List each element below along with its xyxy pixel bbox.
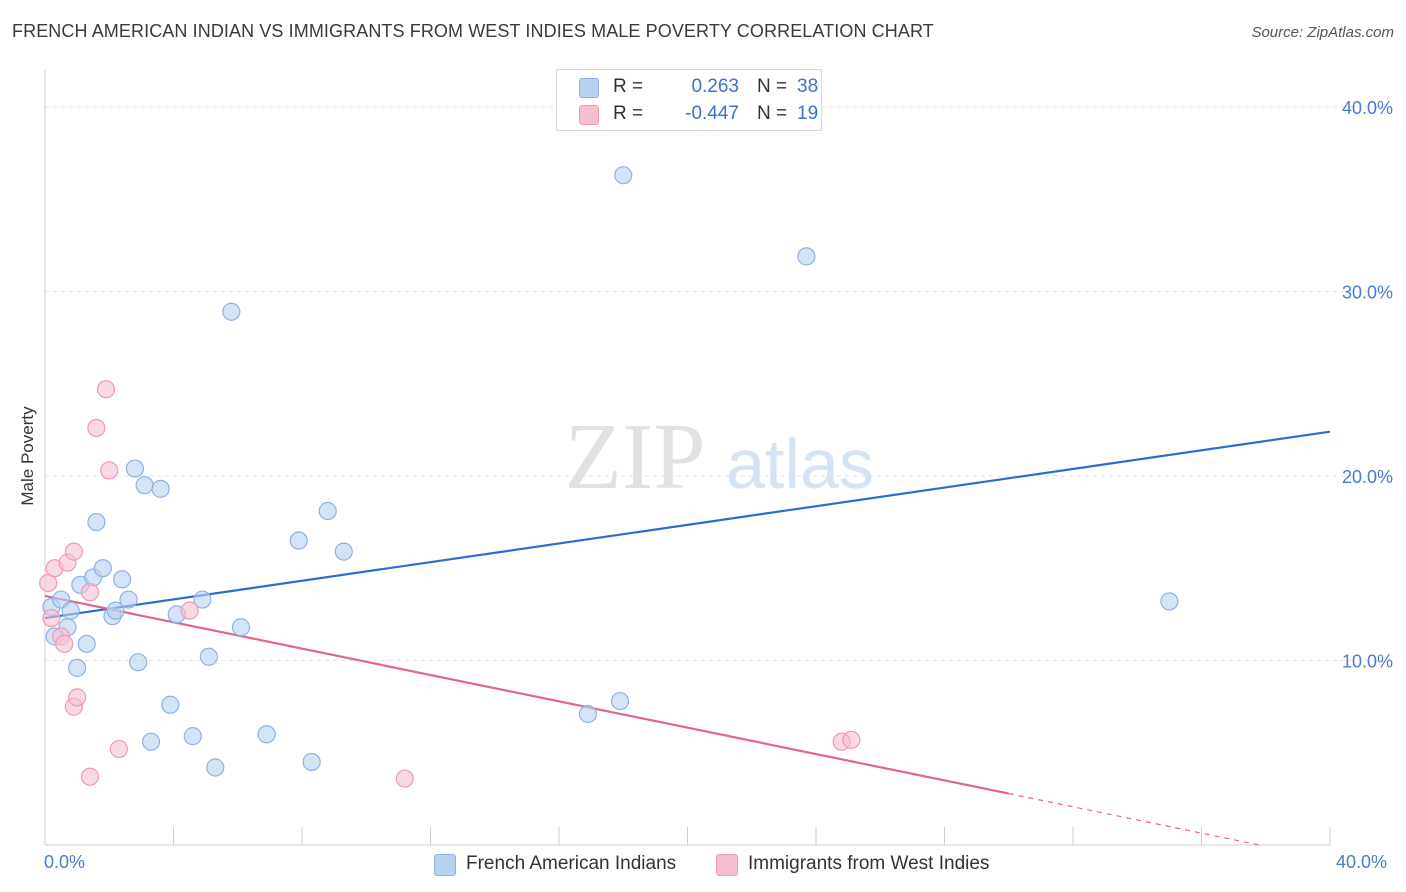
- point-french-american-indian: [93, 559, 112, 578]
- point-french-american-indian: [334, 542, 353, 561]
- point-immigrants-west-indies: [64, 542, 84, 561]
- y-tick-label: 40.0%: [1342, 98, 1393, 118]
- point-immigrants-west-indies: [96, 380, 116, 399]
- source-label: Source: ZipAtlas.com: [1251, 24, 1394, 41]
- point-immigrants-west-indies: [180, 601, 199, 620]
- point-french-american-indian: [61, 601, 80, 620]
- point-french-american-indian: [797, 247, 816, 266]
- trend-lines: [44, 430, 1331, 846]
- stats-legend: R = 0.263 N = 38 R = -0.447 N = 19: [556, 69, 822, 131]
- point-french-american-indian: [206, 758, 225, 777]
- point-french-american-indian: [193, 590, 212, 609]
- y-tick-label: 30.0%: [1342, 282, 1393, 302]
- point-french-american-indian: [289, 531, 308, 550]
- bottom-legend-label: Immigrants from West Indies: [748, 853, 990, 874]
- legend-swatch-pink: [579, 105, 599, 125]
- watermark-zip: ZIP: [565, 405, 706, 509]
- legend-n-label: N =: [757, 103, 788, 124]
- point-french-american-indian: [231, 618, 251, 637]
- data-points: [39, 166, 1179, 788]
- bottom-legend-swatch-blue: [434, 854, 456, 876]
- point-french-american-indian: [610, 691, 630, 711]
- watermark-atlas: atlas: [726, 425, 874, 503]
- point-french-american-indian: [125, 459, 145, 478]
- legend-n-value: 38: [797, 76, 819, 97]
- trend-line-immigrants-west-indies: [44, 594, 1009, 795]
- point-french-american-indian: [135, 476, 154, 495]
- axes: [44, 70, 1331, 846]
- point-french-american-indian: [614, 166, 633, 185]
- x-axis-max-label: 40.0%: [1336, 852, 1388, 872]
- point-immigrants-west-indies: [42, 608, 61, 628]
- point-immigrants-west-indies: [100, 461, 119, 480]
- point-french-american-indian: [141, 732, 161, 751]
- point-french-american-indian: [183, 727, 202, 746]
- point-immigrants-west-indies: [87, 418, 106, 438]
- point-immigrants-west-indies: [109, 739, 128, 759]
- grid-lines: [45, 106, 1390, 661]
- x-axis-min-label: 0.0%: [44, 852, 86, 872]
- point-french-american-indian: [77, 634, 96, 653]
- point-immigrants-west-indies: [80, 767, 100, 786]
- point-french-american-indian: [106, 601, 125, 620]
- legend-r-value: 0.263: [691, 76, 739, 97]
- point-french-american-indian: [68, 658, 87, 677]
- point-french-american-indian: [112, 570, 132, 589]
- legend-r-value: -0.447: [685, 103, 739, 124]
- point-french-american-indian: [119, 590, 138, 609]
- point-french-american-indian: [87, 512, 106, 532]
- legend-r-label: R =: [613, 103, 644, 124]
- point-french-american-indian: [578, 704, 598, 724]
- point-french-american-indian: [318, 501, 337, 521]
- y-tick-label: 10.0%: [1342, 651, 1393, 671]
- point-french-american-indian: [257, 725, 276, 744]
- y-tick-label: 20.0%: [1342, 467, 1393, 487]
- point-immigrants-west-indies: [55, 634, 74, 653]
- point-french-american-indian: [161, 695, 180, 714]
- point-french-american-indian: [129, 653, 148, 672]
- point-french-american-indian: [222, 302, 241, 321]
- point-french-american-indian: [1160, 592, 1179, 611]
- legend-n-value: 19: [797, 103, 819, 124]
- trend-line-immigrants-west-indies-extension: [1008, 793, 1260, 846]
- point-immigrants-west-indies: [395, 769, 414, 788]
- point-immigrants-west-indies: [68, 688, 87, 707]
- chart-title: FRENCH AMERICAN INDIAN VS IMMIGRANTS FRO…: [12, 21, 934, 41]
- watermark: ZIP atlas: [565, 405, 874, 509]
- point-french-american-indian: [302, 752, 321, 772]
- legend-n-label: N =: [757, 76, 788, 97]
- point-immigrants-west-indies: [80, 583, 100, 602]
- point-french-american-indian: [151, 479, 170, 498]
- bottom-legend-swatch-pink: [716, 854, 738, 876]
- y-tick-labels: 10.0% 20.0% 30.0% 40.0%: [1342, 98, 1393, 672]
- bottom-legend-label: French American Indians: [466, 853, 677, 874]
- trend-line-french-american-indians: [44, 430, 1331, 620]
- legend-r-label: R =: [613, 76, 644, 97]
- legend-swatch-blue: [579, 78, 599, 98]
- point-immigrants-west-indies: [842, 730, 861, 749]
- point-french-american-indian: [199, 647, 218, 666]
